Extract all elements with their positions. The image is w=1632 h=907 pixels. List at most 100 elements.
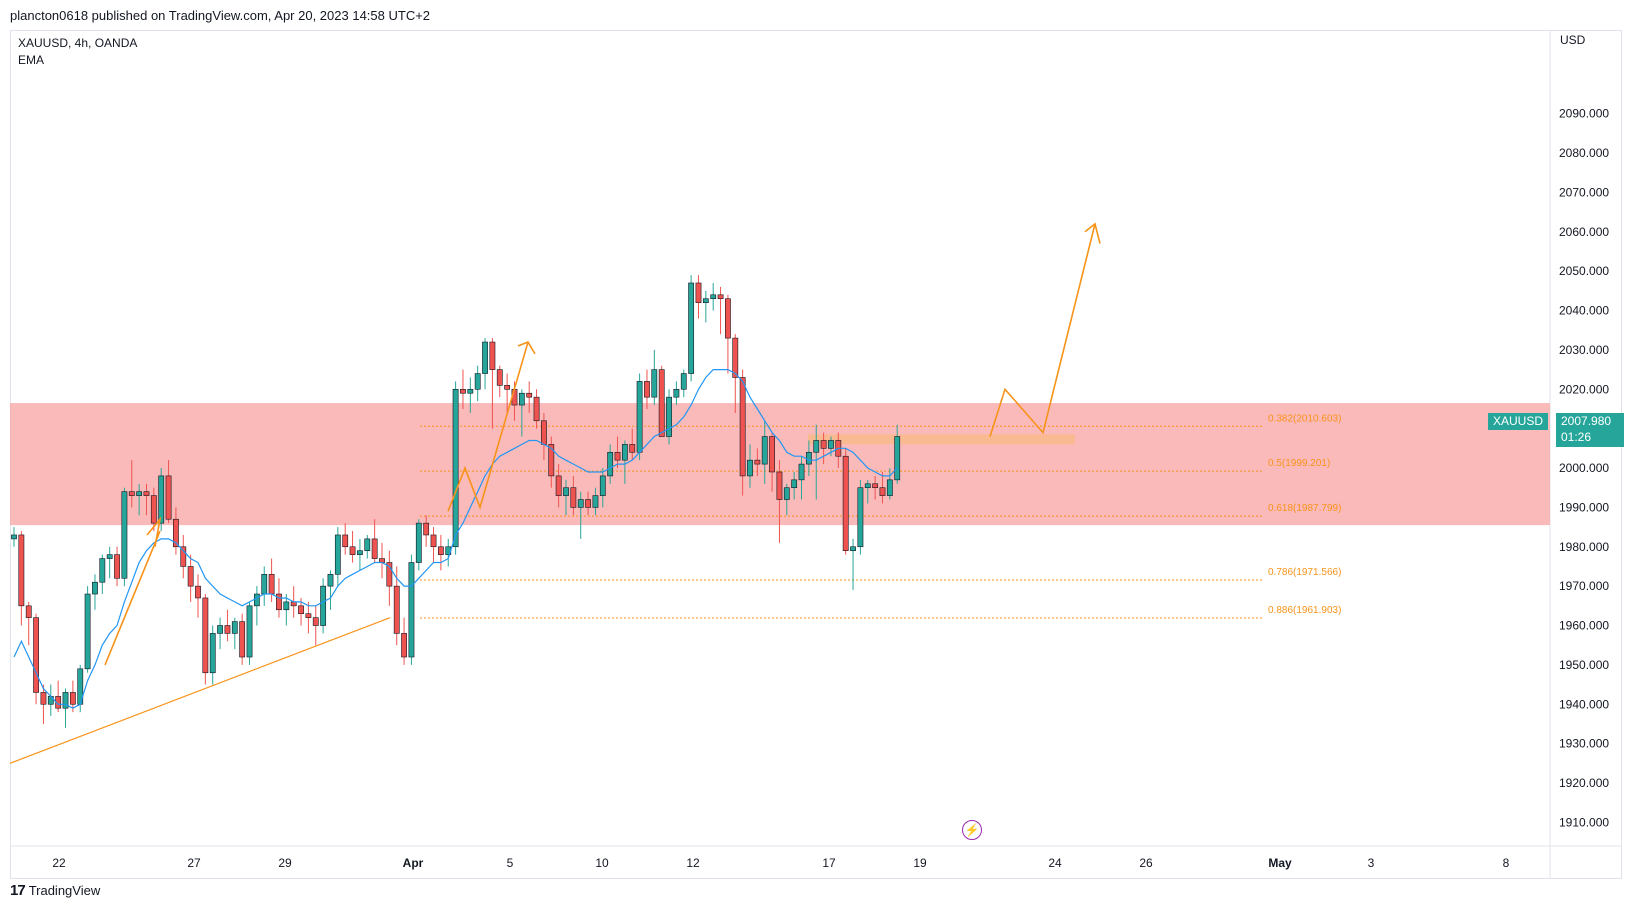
candle-body <box>224 625 231 634</box>
bar-countdown: 01:26 <box>1561 430 1592 444</box>
candle-body <box>25 605 32 618</box>
candle-body <box>621 444 628 461</box>
candle-body <box>541 420 547 445</box>
price-tick-label: 1960.000 <box>1559 619 1609 633</box>
candle-body <box>298 605 304 615</box>
fib-level-label: 0.382(2010.603) <box>1268 413 1341 424</box>
price-tick-label: 2030.000 <box>1559 343 1609 357</box>
candle-body <box>570 487 577 508</box>
price-tick-label: 1990.000 <box>1559 500 1609 514</box>
candle-body <box>114 554 120 579</box>
candle-body <box>276 593 282 611</box>
candle-body <box>644 381 650 398</box>
fib-level-label: 0.886(1961.903) <box>1268 605 1341 616</box>
candle-body <box>872 483 879 489</box>
candle-body <box>209 633 216 674</box>
candle-body <box>467 388 474 394</box>
candle-body <box>437 546 444 555</box>
candle-body <box>239 621 246 658</box>
candle-body <box>739 377 746 477</box>
time-tick-label: May <box>1268 856 1292 870</box>
time-tick-label: 8 <box>1503 856 1510 870</box>
candle-body <box>702 298 709 303</box>
fib-level-label: 0.618(1987.799) <box>1268 503 1341 514</box>
candle-body <box>629 444 636 453</box>
candle-body <box>18 534 25 607</box>
candle-body <box>283 601 290 611</box>
candle-body <box>496 369 503 386</box>
candle-body <box>187 566 194 587</box>
trend-line <box>9 617 391 764</box>
candle-body <box>11 534 17 540</box>
fib-level-label: 0.786(1971.566) <box>1268 567 1341 578</box>
candle-body <box>312 617 319 626</box>
arrow-head-icon <box>1084 222 1101 244</box>
time-tick-label: 5 <box>507 856 514 870</box>
lightning-icon[interactable]: ⚡ <box>962 820 982 840</box>
candle-body <box>158 475 165 524</box>
candle-body <box>165 475 172 520</box>
candle-body <box>121 491 128 579</box>
candle-body <box>33 617 39 693</box>
resistance-zone <box>10 403 1550 526</box>
candle-body <box>769 436 775 473</box>
candle-body <box>305 613 312 618</box>
candle-body <box>364 538 371 552</box>
candle-body <box>474 373 481 390</box>
candle-body <box>599 475 606 496</box>
candle-body <box>754 459 761 465</box>
candle-body <box>864 483 871 489</box>
candle-body <box>231 621 238 634</box>
candle-body <box>842 455 849 552</box>
time-tick-label: 17 <box>822 856 836 870</box>
candle-body <box>813 440 820 453</box>
symbol-label[interactable]: XAUUSD, 4h, OANDA <box>18 36 138 50</box>
candle-body <box>548 444 555 477</box>
price-tick-label: 1930.000 <box>1559 737 1609 751</box>
price-tick-label: 1910.000 <box>1559 815 1609 829</box>
candle-body <box>173 518 179 548</box>
candle-body <box>585 499 591 508</box>
candle-body <box>820 440 827 449</box>
candle-body <box>577 499 584 508</box>
candle-body <box>658 369 665 437</box>
candle-body <box>482 341 488 374</box>
price-tick-label: 2060.000 <box>1559 225 1609 239</box>
candle-body <box>69 692 76 705</box>
candle-body <box>415 522 422 563</box>
candle-body <box>850 546 856 552</box>
candle-body <box>695 282 702 303</box>
brand-name: TradingView <box>28 883 101 898</box>
candle-body <box>828 440 834 449</box>
candle-body <box>408 562 415 658</box>
price-tick-label: 2080.000 <box>1559 146 1609 160</box>
currency-label[interactable]: USD <box>1560 33 1586 47</box>
candle-body <box>202 597 209 674</box>
last-price-value: 2007.980 <box>1561 414 1612 428</box>
time-tick-label: 19 <box>913 856 927 870</box>
candle-body <box>143 491 150 496</box>
arrow-head-icon <box>146 516 162 547</box>
candle-body <box>607 451 614 477</box>
candle-body <box>261 574 268 595</box>
chart-legend: XAUUSD, 4h, OANDA EMA <box>18 35 137 69</box>
candle-body <box>136 491 143 496</box>
price-tick-label: 1970.000 <box>1559 579 1609 593</box>
price-tick-label: 2070.000 <box>1559 185 1609 199</box>
candle-body <box>452 388 459 548</box>
fib-level-label: 0.5(1999.201) <box>1268 458 1330 469</box>
candle-body <box>195 585 201 599</box>
candle-body <box>533 396 540 422</box>
candle-body <box>526 392 533 398</box>
price-tick-label: 1950.000 <box>1559 658 1609 672</box>
candle-body <box>555 475 562 496</box>
candle-body <box>783 487 790 500</box>
time-tick-label: 22 <box>52 856 66 870</box>
candle-body <box>489 341 496 370</box>
indicator-label[interactable]: EMA <box>18 53 45 67</box>
footer-brand[interactable]: 17 TradingView <box>10 882 100 899</box>
price-tick-label: 2050.000 <box>1559 264 1609 278</box>
last-price-tag: 2007.980 01:26 <box>1556 413 1624 447</box>
candle-body <box>563 487 569 496</box>
